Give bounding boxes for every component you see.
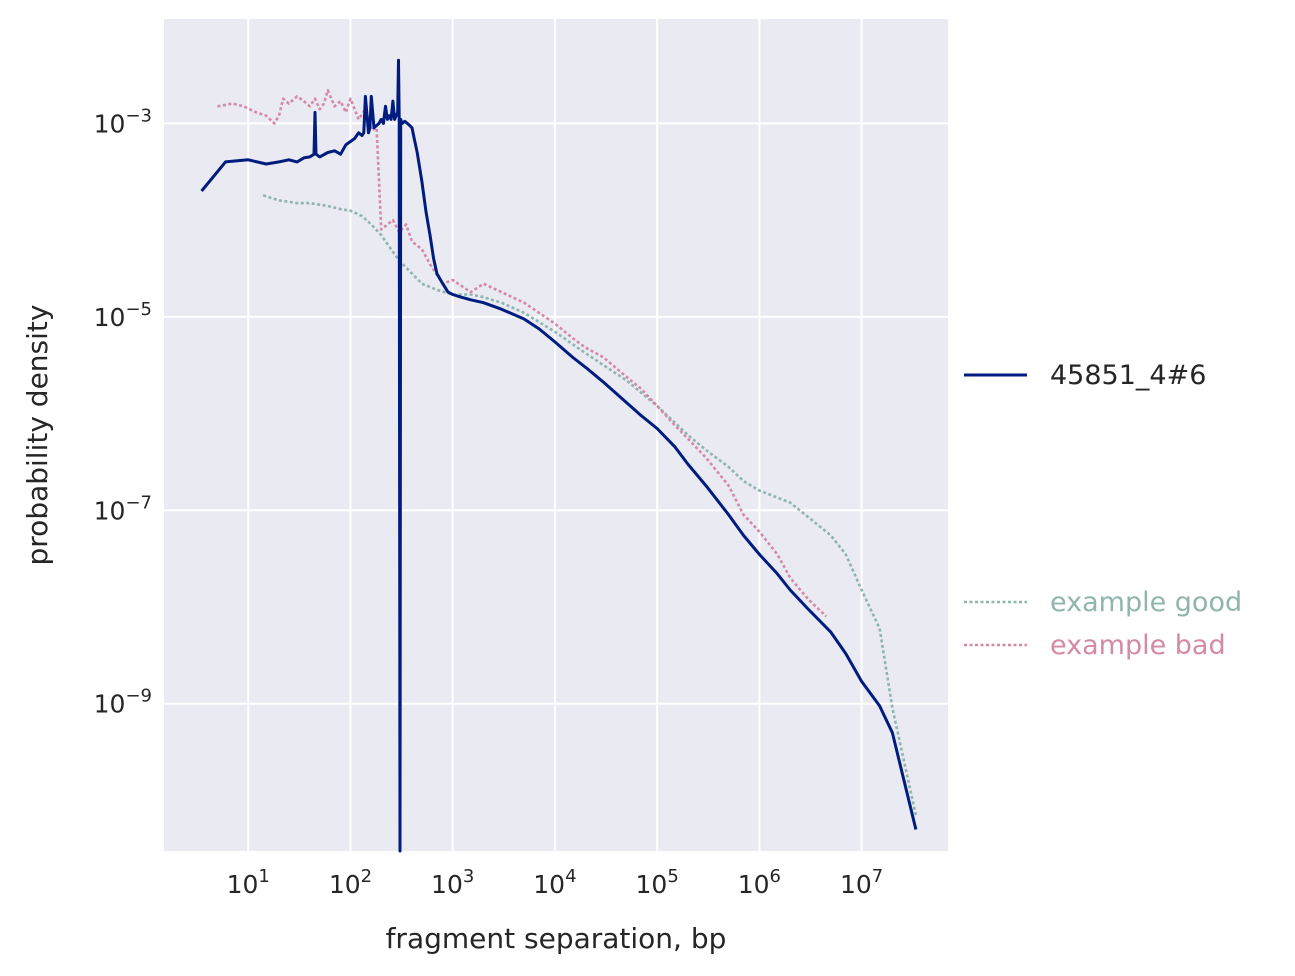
y-tick-label: 10−7 xyxy=(94,492,152,525)
x-ticks: 101 102 103 104 105 106 107 xyxy=(227,866,884,899)
x-axis-label: fragment separation, bp xyxy=(386,922,727,955)
grid xyxy=(164,19,948,851)
legend-label-2: example bad xyxy=(1050,630,1226,661)
x-tick-label: 107 xyxy=(840,866,883,899)
x-tick-label: 106 xyxy=(738,866,781,899)
series-line-2 xyxy=(217,89,828,618)
series-layer xyxy=(200,58,918,853)
x-tick-label: 101 xyxy=(227,866,270,899)
y-axis-label: probability density xyxy=(21,305,54,566)
series-line-1 xyxy=(262,194,918,816)
x-tick-label: 104 xyxy=(533,866,576,899)
y-tick-label: 10−3 xyxy=(94,105,152,138)
y-ticks: 10−3 10−5 10−7 10−9 xyxy=(94,105,152,718)
x-tick-label: 105 xyxy=(636,866,679,899)
series-line-0 xyxy=(200,58,918,853)
legend-label-0: 45851_4#6 xyxy=(1050,360,1206,391)
x-tick-label: 103 xyxy=(431,866,474,899)
y-tick-label: 10−5 xyxy=(94,299,152,332)
plot-area xyxy=(164,19,948,851)
legend-label-1: example good xyxy=(1050,587,1242,618)
y-tick-label: 10−9 xyxy=(94,686,152,719)
x-tick-label: 102 xyxy=(329,866,372,899)
